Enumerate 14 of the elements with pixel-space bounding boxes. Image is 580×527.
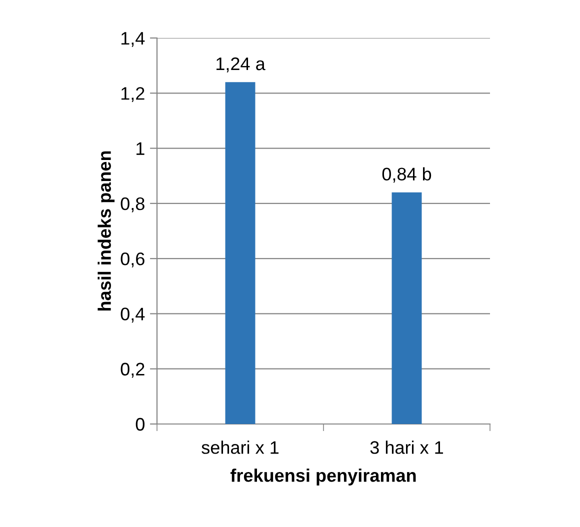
- y-tick-label: 0,4: [120, 308, 145, 323]
- x-tick-label: 3 hari x 1: [370, 440, 444, 454]
- x-axis-title: frekuensi penyiraman: [230, 468, 416, 486]
- y-tick-label: 0,8: [120, 197, 144, 212]
- y-tick-label: 1: [136, 142, 144, 155]
- x-tick-label: sehari x 1: [202, 440, 279, 454]
- y-axis-title: hasil indeks panen: [98, 151, 115, 311]
- data-label: 1,24 a: [216, 57, 266, 72]
- y-tick-label: 0: [136, 418, 144, 431]
- y-tick-label: 0,6: [120, 252, 144, 268]
- y-tick-label: 1,4: [121, 32, 145, 47]
- y-tick-label: 0,2: [120, 362, 144, 378]
- data-label: 0,84 b: [382, 167, 432, 183]
- y-tick-label: 1,2: [121, 87, 144, 102]
